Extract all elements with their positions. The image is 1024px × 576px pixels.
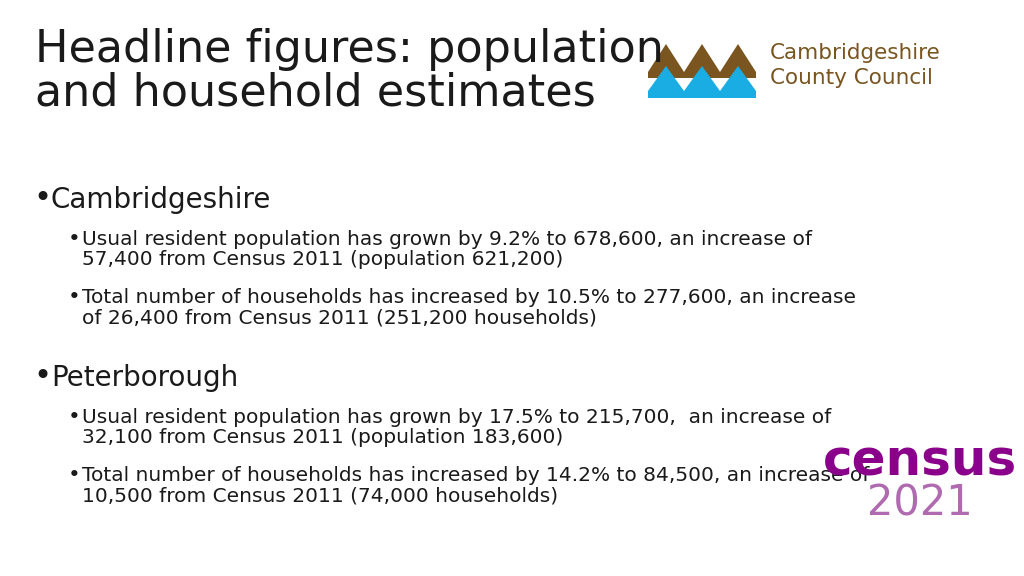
- Text: •: •: [68, 287, 81, 307]
- Text: and household estimates: and household estimates: [35, 71, 596, 114]
- Text: •: •: [68, 465, 81, 485]
- Text: Usual resident population has grown by 9.2% to 678,600, an increase of: Usual resident population has grown by 9…: [82, 230, 812, 249]
- Text: County Council: County Council: [770, 68, 933, 88]
- Text: •: •: [68, 229, 81, 249]
- Text: census: census: [823, 438, 1017, 486]
- Polygon shape: [648, 44, 756, 78]
- Text: •: •: [33, 184, 51, 213]
- Text: •: •: [68, 407, 81, 427]
- Text: Total number of households has increased by 10.5% to 277,600, an increase: Total number of households has increased…: [82, 288, 856, 307]
- Text: of 26,400 from Census 2011 (251,200 households): of 26,400 from Census 2011 (251,200 hous…: [82, 308, 597, 327]
- Text: 10,500 from Census 2011 (74,000 households): 10,500 from Census 2011 (74,000 househol…: [82, 486, 558, 505]
- Text: 57,400 from Census 2011 (population 621,200): 57,400 from Census 2011 (population 621,…: [82, 250, 563, 269]
- Text: 2021: 2021: [867, 482, 973, 524]
- Text: Cambridgeshire: Cambridgeshire: [51, 186, 271, 214]
- Text: •: •: [33, 362, 51, 391]
- Text: Cambridgeshire: Cambridgeshire: [770, 43, 941, 63]
- Text: Usual resident population has grown by 17.5% to 215,700,  an increase of: Usual resident population has grown by 1…: [82, 408, 831, 427]
- Polygon shape: [648, 66, 756, 98]
- Text: Headline figures: population: Headline figures: population: [35, 28, 664, 71]
- Text: 32,100 from Census 2011 (population 183,600): 32,100 from Census 2011 (population 183,…: [82, 428, 563, 447]
- Text: Total number of households has increased by 14.2% to 84,500, an increase of: Total number of households has increased…: [82, 466, 869, 485]
- Text: Peterborough: Peterborough: [51, 364, 239, 392]
